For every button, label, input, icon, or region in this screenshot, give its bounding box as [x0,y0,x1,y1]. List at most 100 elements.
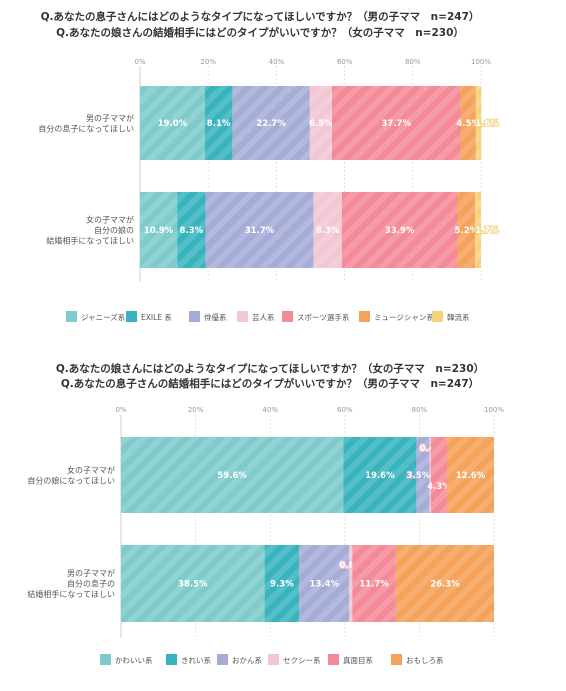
c1-legend-swatch [66,311,77,322]
c1-x-tick-label: 80% [405,58,421,66]
c1-x-tick-label: 20% [200,58,216,66]
c2-legend-swatch [391,654,402,665]
c1-bar-texture [341,192,458,268]
c1-bar-texture [140,86,205,160]
c2-bar-texture [352,545,396,622]
chart-1-svg: Q.あなたの息子さんにはどのようなタイプになってほしいですか？（男の子ママ n=… [38,10,500,322]
c2-bar-texture [416,437,430,513]
c2-legend-entry: かわいい系 [115,655,153,665]
c1-data-label: 1.6% [475,119,499,129]
c1-bar-texture [205,192,314,268]
c2-x-tick-label: 40% [262,406,278,414]
c1-category-label: 結婚相手になってほしい [46,236,134,246]
c2-category-label: 自分の息子の [67,579,115,589]
c2-legend-swatch [166,654,177,665]
c2-data-label: 19.6% [365,471,395,481]
c1-data-label: 19.0% [158,119,188,129]
c2-x-tick-label: 100% [484,406,504,414]
c2-legend-entry: おかん系 [232,655,262,665]
c1-legend-entry: ミュージシャン系 [374,312,434,322]
c2-data-label: 3.5% [407,471,431,481]
c2-data-label: 9.3% [270,580,294,590]
c1-legend-entry: EXILE 系 [141,312,172,322]
c2-legend-entry: きれい系 [181,655,211,665]
c2-legend-swatch [268,654,279,665]
c1-data-label: 5.2% [455,226,479,236]
c2-data-label: 38.5% [178,580,208,590]
c2-category-label: 自分の娘になってほしい [27,475,115,485]
c1-category-label: 女の子ママが [86,215,134,225]
c1-x-tick-label: 60% [337,58,353,66]
c2-data-label: 13.4% [310,580,340,590]
chart-2-svg: Q.あなたの娘さんにはどのようなタイプになってほしいですか？（女の子ママ n=2… [27,362,504,665]
c1-data-label: 37.7% [382,119,412,129]
c2-category-label: 男の子ママが [67,568,115,578]
c2-bar-texture [349,545,353,622]
c2-legend-swatch [217,654,228,665]
c1-legend-swatch [359,311,370,322]
c1-data-label: 4.5% [456,119,480,129]
c2-category-label: 結婚相手になってほしい [27,589,115,599]
c1-category-label: 自分の息子になってほしい [38,123,134,133]
c1-legend-swatch [189,311,200,322]
c2-data-label: 12.6% [456,471,486,481]
c2-bar-texture [121,545,265,622]
c2-data-label: 26.3% [430,580,460,590]
c1-data-label: 33.9% [385,226,415,236]
c1-legend-entry: 韓流系 [447,312,470,322]
c1-legend-swatch [237,311,248,322]
c1-category-label: 自分の娘の [94,225,134,235]
c1-data-label: 8.3% [316,226,340,236]
c2-legend-entry: 真面目系 [343,655,373,665]
c2-x-tick-label: 20% [188,406,204,414]
c2-x-tick-label: 0% [115,406,126,414]
chart-2: Q.あなたの娘さんにはどのようなタイプになってほしいですか？（女の子ママ n=2… [0,340,566,687]
c1-bar-texture [460,86,476,160]
c1-legend-entry: 俳優系 [204,312,227,322]
c2-legend-swatch [328,654,339,665]
c1-bar-texture [177,192,206,268]
c2-bar-texture [430,437,448,513]
c2-legend-entry: セクシー系 [283,655,321,665]
c1-data-label: 22.7% [256,119,286,129]
c1-bar-texture [232,86,310,160]
c1-bar-texture [204,86,233,160]
c1-bar-texture [140,192,178,268]
c2-category-label: 女の子ママが [67,465,115,475]
c1-x-tick-label: 0% [134,58,145,66]
c2-legend-entry: おもしろ系 [406,655,444,665]
c1-x-tick-label: 100% [471,58,491,66]
c1-bar-texture [475,192,481,268]
c1-bar-texture [309,86,332,160]
c1-x-tick-label: 40% [269,58,285,66]
c1-legend-swatch [432,311,443,322]
c2-bar-texture [447,437,494,513]
c2-legend-swatch [100,654,111,665]
c1-title-line-1: Q.あなたの息子さんにはどのようなタイプになってほしいですか？（男の子ママ n=… [41,10,480,23]
c2-bar-texture [429,437,431,513]
c1-data-label: 1.7% [475,226,499,236]
c2-bar-texture [264,545,300,622]
c2-data-label: 11.7% [359,580,389,590]
c2-bar-texture [121,437,344,513]
c1-bar-texture [313,192,342,268]
c1-data-label: 8.1% [207,119,231,129]
c2-x-tick-label: 60% [337,406,353,414]
c2-bar-texture [343,437,417,513]
c1-legend-entry: 芸人系 [252,312,275,322]
c1-legend-swatch [126,311,137,322]
c2-data-label: 59.6% [217,471,247,481]
c2-data-label: 4.3% [427,482,451,492]
c1-data-label: 10.9% [144,226,174,236]
c1-data-label: 8.3% [180,226,204,236]
c1-data-label: 6.5% [309,119,333,129]
c2-bar-texture [299,545,350,622]
c1-bar-texture [457,192,476,268]
c1-legend-swatch [282,311,293,322]
chart-1: Q.あなたの息子さんにはどのようなタイプになってほしいですか？（男の子ママ n=… [0,0,566,340]
c1-title-line-2: Q.あなたの娘さんの結婚相手にはどのタイプがいいですか？（女の子ママ n=230… [56,26,464,39]
c2-title-line-2: Q.あなたの息子さんの結婚相手にはどのタイプがいいですか？（男の子ママ n=24… [61,377,479,390]
c2-title-line-1: Q.あなたの娘さんにはどのようなタイプになってほしいですか？（女の子ママ n=2… [56,362,484,375]
c1-bar-texture [475,86,482,160]
c1-legend-entry: ジャニーズ系 [81,312,126,322]
